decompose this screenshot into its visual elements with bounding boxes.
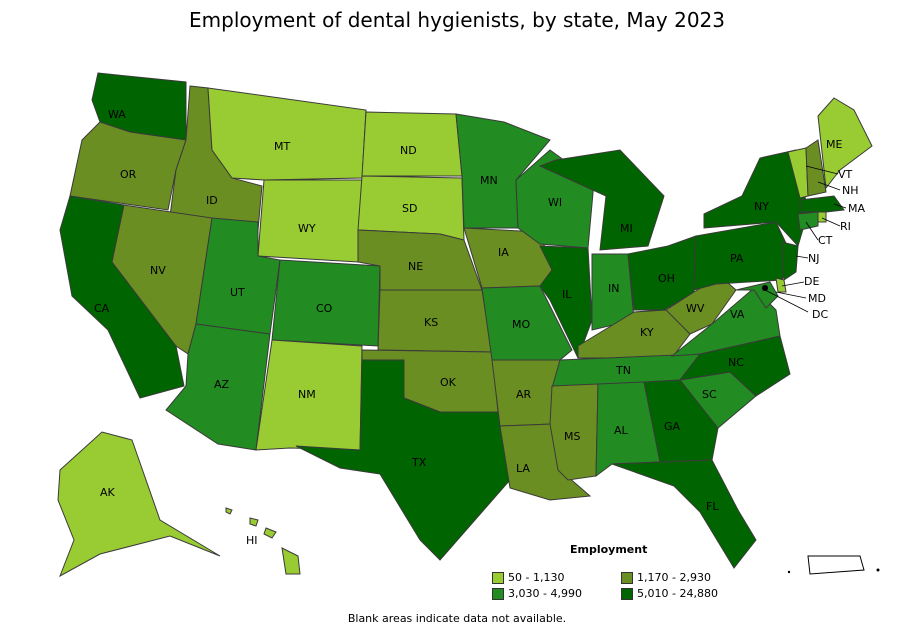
legend-label-2: 1,170 - 2,930 — [637, 571, 711, 584]
legend-swatch-1 — [492, 571, 504, 584]
state-or[interactable] — [69, 121, 187, 211]
legend-label-4: 5,010 - 24,880 — [637, 587, 718, 600]
territory-vi — [876, 568, 880, 572]
state-mi[interactable] — [538, 149, 665, 251]
legend-item-4: 5,010 - 24,880 — [621, 587, 718, 600]
territory-vi-2 — [787, 570, 791, 574]
state-ga[interactable] — [643, 379, 719, 463]
state-mo[interactable] — [481, 285, 573, 361]
legend-item-1: 50 - 1,130 — [492, 571, 564, 584]
state-co[interactable] — [271, 259, 381, 347]
legend-label-3: 3,030 - 4,990 — [508, 587, 582, 600]
state-mt[interactable] — [207, 87, 367, 181]
state-ak[interactable] — [57, 431, 221, 578]
state-ct[interactable] — [797, 211, 819, 231]
map-title: Employment of dental hygienists, by stat… — [189, 8, 725, 32]
state-hi-island-3[interactable] — [263, 527, 277, 539]
state-az[interactable] — [165, 323, 271, 451]
state-nm[interactable] — [255, 339, 363, 451]
state-nd[interactable] — [361, 111, 463, 177]
legend-item-2: 1,170 - 2,930 — [621, 571, 711, 584]
state-hi[interactable] — [281, 547, 301, 575]
legend-swatch-3 — [492, 587, 504, 600]
state-tx[interactable] — [295, 359, 511, 561]
state-hi-island-4[interactable] — [225, 507, 233, 515]
legend-item-3: 3,030 - 4,990 — [492, 587, 582, 600]
state-ar[interactable] — [491, 359, 561, 427]
legend-label-1: 50 - 1,130 — [508, 571, 565, 584]
legend-title: Employment — [570, 543, 648, 556]
state-wy[interactable] — [257, 179, 363, 263]
state-hi-island-2[interactable] — [249, 517, 259, 527]
state-nh[interactable] — [805, 139, 827, 197]
legend-swatch-2 — [621, 571, 633, 584]
state-me[interactable] — [817, 97, 873, 190]
state-fl[interactable] — [611, 459, 757, 569]
state-de[interactable] — [775, 277, 787, 293]
state-ma[interactable] — [799, 195, 845, 213]
footnote: Blank areas indicate data not available. — [347, 612, 567, 625]
state-ks[interactable] — [377, 289, 493, 353]
dc-dot — [762, 285, 768, 291]
state-il[interactable] — [539, 245, 593, 360]
state-ms[interactable] — [549, 383, 599, 481]
territory-pr — [807, 555, 865, 575]
state-ri[interactable] — [817, 211, 827, 223]
legend-swatch-4 — [621, 587, 633, 600]
label-leaders — [764, 165, 847, 313]
state-nj[interactable] — [781, 241, 799, 281]
